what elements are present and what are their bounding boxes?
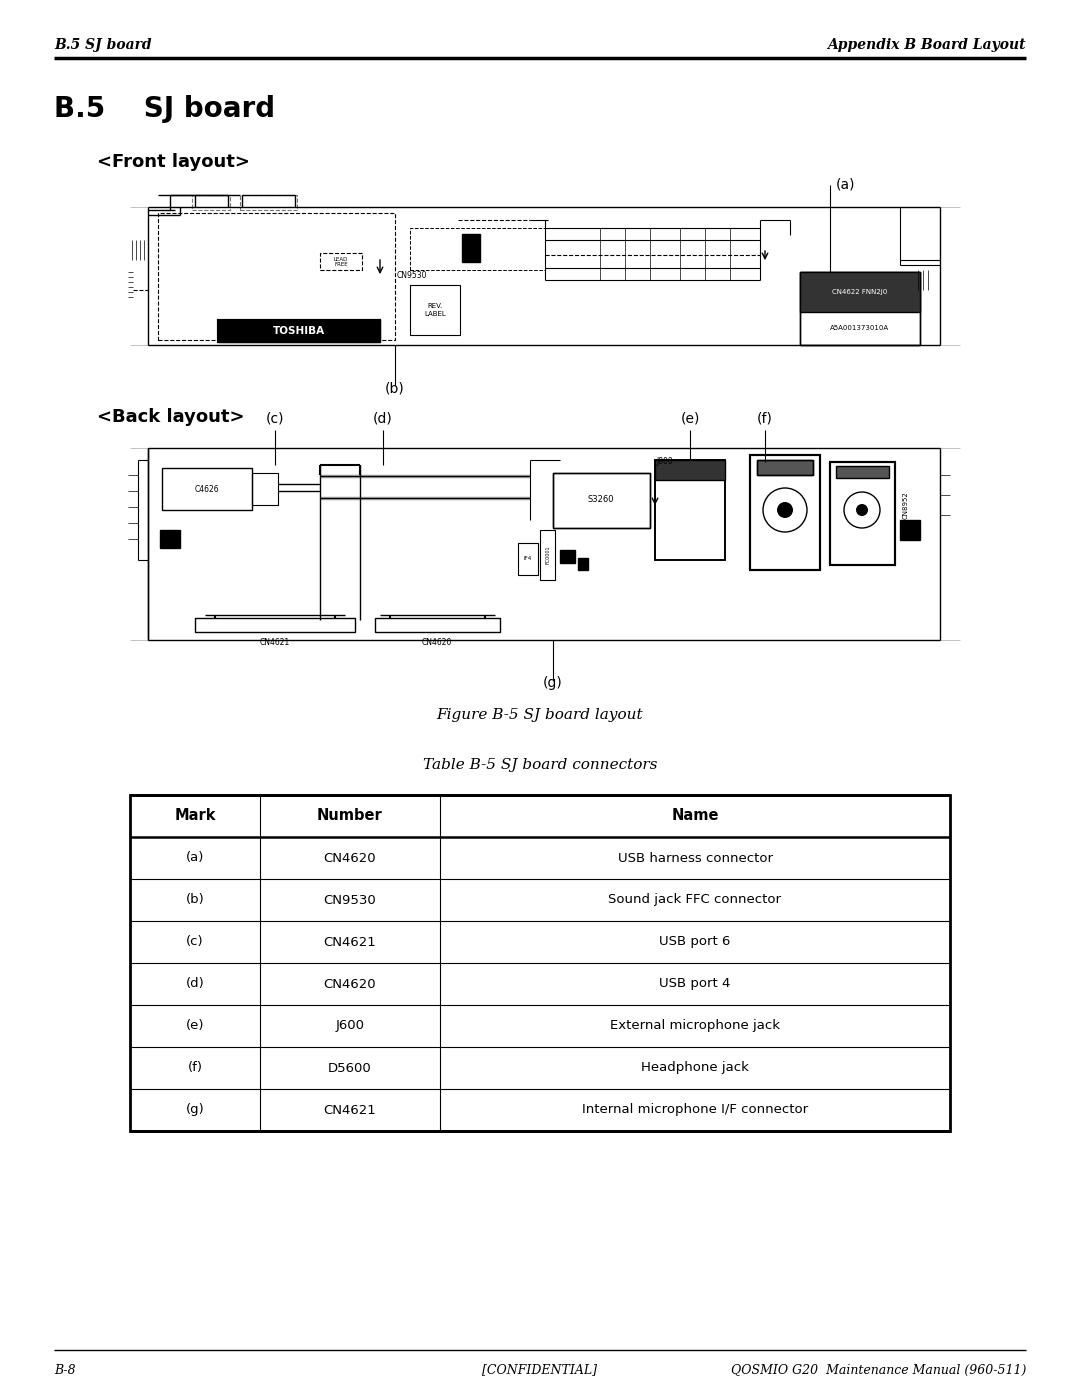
- Text: (f): (f): [757, 411, 773, 425]
- Text: QOSMIO G20  Maintenance Manual (960-511): QOSMIO G20 Maintenance Manual (960-511): [731, 1363, 1026, 1376]
- Bar: [757, 460, 813, 475]
- Text: J600: J600: [336, 1020, 365, 1032]
- Text: CN4620: CN4620: [324, 978, 376, 990]
- Text: CN9530: CN9530: [397, 271, 428, 279]
- Text: J800: J800: [657, 457, 673, 467]
- Text: B.5 SJ board: B.5 SJ board: [54, 38, 151, 52]
- Text: (d): (d): [373, 411, 393, 425]
- Text: S3260: S3260: [588, 496, 615, 504]
- Text: (c): (c): [186, 936, 204, 949]
- Text: (g): (g): [543, 676, 563, 690]
- Text: B-8: B-8: [54, 1363, 76, 1376]
- Bar: [218, 320, 380, 342]
- Bar: [800, 272, 920, 345]
- Text: USB harness connector: USB harness connector: [618, 852, 772, 865]
- Text: IF4: IF4: [524, 556, 532, 562]
- Bar: [195, 617, 355, 631]
- Text: TOSHIBA: TOSHIBA: [273, 326, 325, 337]
- Bar: [831, 462, 895, 564]
- Text: C4626: C4626: [194, 486, 219, 495]
- Bar: [561, 550, 575, 563]
- Text: FC0001: FC0001: [545, 546, 551, 564]
- Text: Table B-5 SJ board connectors: Table B-5 SJ board connectors: [422, 759, 658, 773]
- Text: <Back layout>: <Back layout>: [97, 408, 244, 426]
- Text: (e): (e): [680, 411, 700, 425]
- Text: Internal microphone I/F connector: Internal microphone I/F connector: [582, 1104, 808, 1116]
- Bar: [831, 462, 895, 564]
- Bar: [462, 235, 480, 263]
- Bar: [375, 617, 500, 631]
- Text: (g): (g): [186, 1104, 204, 1116]
- Text: Number: Number: [318, 809, 383, 823]
- Text: CN9530: CN9530: [324, 894, 376, 907]
- Bar: [654, 460, 725, 560]
- Text: CN4621: CN4621: [260, 638, 291, 647]
- Circle shape: [777, 502, 793, 518]
- Bar: [518, 543, 538, 576]
- Bar: [218, 320, 380, 342]
- Text: A5A001373010A: A5A001373010A: [831, 326, 890, 331]
- Text: USB port 4: USB port 4: [659, 978, 731, 990]
- Text: (c): (c): [266, 411, 284, 425]
- Bar: [836, 467, 889, 478]
- Text: Figure B-5 SJ board layout: Figure B-5 SJ board layout: [436, 708, 644, 722]
- Text: CN4621: CN4621: [324, 936, 376, 949]
- Bar: [654, 460, 725, 481]
- Text: (a): (a): [836, 177, 855, 191]
- Text: USB port 6: USB port 6: [659, 936, 731, 949]
- Text: (b): (b): [386, 381, 405, 395]
- Text: Appendix B Board Layout: Appendix B Board Layout: [827, 38, 1026, 52]
- Text: Name: Name: [672, 809, 719, 823]
- Text: CN8952: CN8952: [903, 492, 909, 518]
- Bar: [553, 474, 650, 528]
- Circle shape: [856, 504, 868, 515]
- Text: Sound jack FFC connector: Sound jack FFC connector: [608, 894, 782, 907]
- Bar: [900, 520, 920, 541]
- Text: CN4622 FNN2J0: CN4622 FNN2J0: [833, 289, 888, 295]
- Text: External microphone jack: External microphone jack: [610, 1020, 780, 1032]
- Bar: [750, 455, 820, 570]
- Bar: [553, 474, 650, 528]
- Text: (e): (e): [186, 1020, 204, 1032]
- Text: REV.
LABEL: REV. LABEL: [424, 303, 446, 317]
- Bar: [800, 272, 920, 312]
- Text: Mark: Mark: [174, 809, 216, 823]
- Text: (b): (b): [186, 894, 204, 907]
- Bar: [158, 212, 395, 339]
- Bar: [162, 468, 252, 510]
- Text: <Front layout>: <Front layout>: [97, 154, 249, 170]
- Bar: [130, 795, 950, 1132]
- Bar: [252, 474, 278, 504]
- Text: LEAD
FREE: LEAD FREE: [334, 257, 348, 267]
- Bar: [160, 529, 180, 548]
- Bar: [410, 228, 545, 270]
- Text: CN4621: CN4621: [324, 1104, 376, 1116]
- Bar: [218, 320, 380, 342]
- Bar: [240, 196, 297, 210]
- Text: D5600: D5600: [328, 1062, 372, 1074]
- Text: B.5    SJ board: B.5 SJ board: [54, 95, 275, 123]
- Bar: [320, 253, 362, 270]
- Bar: [578, 557, 588, 570]
- Text: CN4620: CN4620: [422, 638, 453, 647]
- Text: (a): (a): [186, 852, 204, 865]
- Bar: [410, 285, 460, 335]
- Text: (f): (f): [188, 1062, 203, 1074]
- Text: CN4620: CN4620: [324, 852, 376, 865]
- Bar: [757, 460, 813, 475]
- Bar: [750, 455, 820, 570]
- Text: [CONFIDENTIAL]: [CONFIDENTIAL]: [483, 1363, 597, 1376]
- Bar: [654, 460, 725, 560]
- Text: (d): (d): [186, 978, 204, 990]
- Bar: [192, 196, 230, 210]
- Bar: [540, 529, 555, 580]
- Text: Headphone jack: Headphone jack: [642, 1062, 748, 1074]
- Bar: [800, 272, 920, 345]
